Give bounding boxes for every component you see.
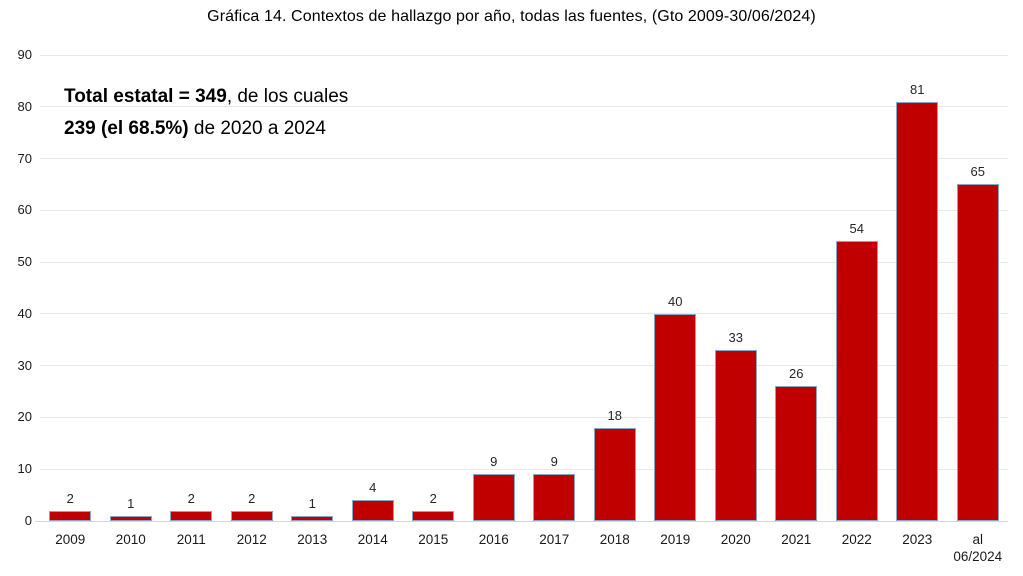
x-axis-tick-label: 2015: [403, 531, 464, 548]
bar-value-label: 26: [789, 366, 804, 382]
gridline: [40, 416, 1008, 418]
x-axis-tick-label: 2020: [706, 531, 767, 548]
x-axis-tick-line: 2021: [781, 532, 812, 547]
gridline: [40, 365, 1008, 367]
bar-value-label: 81: [910, 81, 925, 97]
x-axis-tick-line: 2019: [660, 532, 691, 547]
y-axis-tick-label: 50: [17, 254, 32, 270]
gridline: [40, 106, 1008, 108]
bar-value-label: 40: [668, 293, 683, 309]
y-axis-tick-label: 40: [17, 305, 32, 321]
x-axis-tick-line: 2015: [418, 532, 449, 547]
x-axis-tick-line: 2009: [55, 532, 86, 547]
bar-value-label: 2: [187, 490, 195, 506]
x-axis-tick-line: 06/2024: [953, 549, 1003, 564]
bar-2015: [412, 510, 455, 521]
x-axis-tick-label: 2019: [645, 531, 706, 548]
bar-2020: [714, 350, 757, 521]
bar-2011: [170, 510, 213, 521]
annotation-line-2: 239 (el 68.5%) de 2020 a 2024: [64, 113, 348, 145]
y-axis-tick-label: 90: [17, 47, 32, 62]
annotation-pct-bold: 239 (el 68.5%): [64, 118, 189, 139]
x-axis-tick-label: 2023: [887, 531, 948, 548]
bar-2022: [835, 241, 878, 521]
bar-2009: [49, 510, 92, 521]
x-axis-tick-label: 2010: [101, 531, 162, 548]
gridline: [40, 54, 1008, 56]
x-axis-tick-line: al: [972, 532, 983, 547]
x-axis-tick-line: 2020: [720, 532, 751, 547]
bar-value-label: 54: [849, 221, 864, 237]
y-axis-tick-label: 70: [17, 150, 32, 166]
x-axis-tick-label: 2013: [282, 531, 343, 548]
bar-value-label: 33: [728, 330, 743, 346]
x-axis-tick-line: 2014: [357, 532, 388, 547]
bar-2016: [472, 474, 515, 521]
x-axis-tick-line: 2010: [115, 532, 146, 547]
x-axis-tick-line: 2013: [297, 532, 328, 547]
x-axis-tick-label: 2014: [343, 531, 404, 548]
bar-value-label: 1: [127, 495, 135, 511]
gridline: [40, 261, 1008, 263]
gridline: [40, 313, 1008, 315]
x-axis-tick-label: al 06/2024: [948, 531, 1009, 565]
bar-al: [956, 184, 999, 521]
bar-value-label: 9: [550, 454, 558, 470]
plot-area: 2 1 2 2 1 4 2 9 9 18 40 33 26 54 81 65: [35, 54, 1008, 522]
bar-value-label: 2: [248, 490, 256, 506]
y-axis-tick-label: 80: [17, 98, 32, 114]
bar-2019: [654, 313, 697, 521]
x-axis-tick-label: 2022: [827, 531, 888, 548]
x-axis-tick-line: 2011: [176, 532, 206, 547]
annotation-line-2-text: de 2020 a 2024: [188, 118, 326, 139]
bar-2021: [775, 386, 818, 521]
x-axis-tick-line: 2017: [539, 532, 570, 547]
gridline: [40, 209, 1008, 211]
y-axis-tick-label: 30: [17, 357, 32, 373]
bar-value-label: 1: [308, 495, 316, 511]
y-axis-tick-label: 20: [17, 409, 32, 425]
bar-value-label: 18: [607, 407, 622, 423]
bar-value-label: 9: [490, 454, 498, 470]
x-axis-tick-label: 2011: [161, 531, 222, 548]
x-axis-tick-label: 2009: [40, 531, 101, 548]
annotation-line-1-text: , de los cuales: [226, 86, 349, 107]
x-axis-tick-label: 2012: [222, 531, 283, 548]
x-axis-tick-line: 2012: [236, 532, 267, 547]
annotation: Total estatal = 349, de los cuales 239 (…: [64, 81, 348, 145]
bar-2013: [291, 515, 334, 521]
bar-2018: [593, 427, 636, 521]
y-axis-tick-label: 10: [17, 461, 32, 477]
bar-value-label: 65: [970, 164, 985, 180]
bar-2012: [230, 510, 273, 521]
y-axis-tick-label: 0: [24, 513, 32, 528]
bar-value-label: 4: [369, 480, 377, 496]
x-axis-tick-label: 2018: [585, 531, 646, 548]
bar-2017: [533, 474, 576, 521]
chart-title: Gráfica 14. Contextos de hallazgo por añ…: [207, 8, 816, 25]
bar-value-label: 2: [429, 490, 437, 506]
bar-value-label: 2: [66, 490, 74, 506]
x-axis-tick-label: 2016: [464, 531, 525, 548]
y-axis-tick-label: 60: [17, 202, 32, 218]
x-axis-tick-line: 2016: [478, 532, 509, 547]
bar-2023: [896, 101, 939, 521]
x-axis-tick-line: 2023: [902, 532, 933, 547]
annotation-total-bold: Total estatal = 349: [64, 86, 227, 107]
annotation-line-1: Total estatal = 349, de los cuales: [64, 81, 348, 113]
bar-2010: [109, 515, 152, 521]
x-axis-tick-line: 2018: [599, 532, 630, 547]
x-axis-tick-line: 2022: [841, 532, 872, 547]
x-axis-tick-label: 2021: [766, 531, 827, 548]
x-axis-tick-label: 2017: [524, 531, 585, 548]
gridline: [40, 468, 1008, 470]
bar-2014: [351, 500, 394, 521]
x-axis-baseline: [35, 520, 1008, 522]
gridline: [40, 158, 1008, 160]
